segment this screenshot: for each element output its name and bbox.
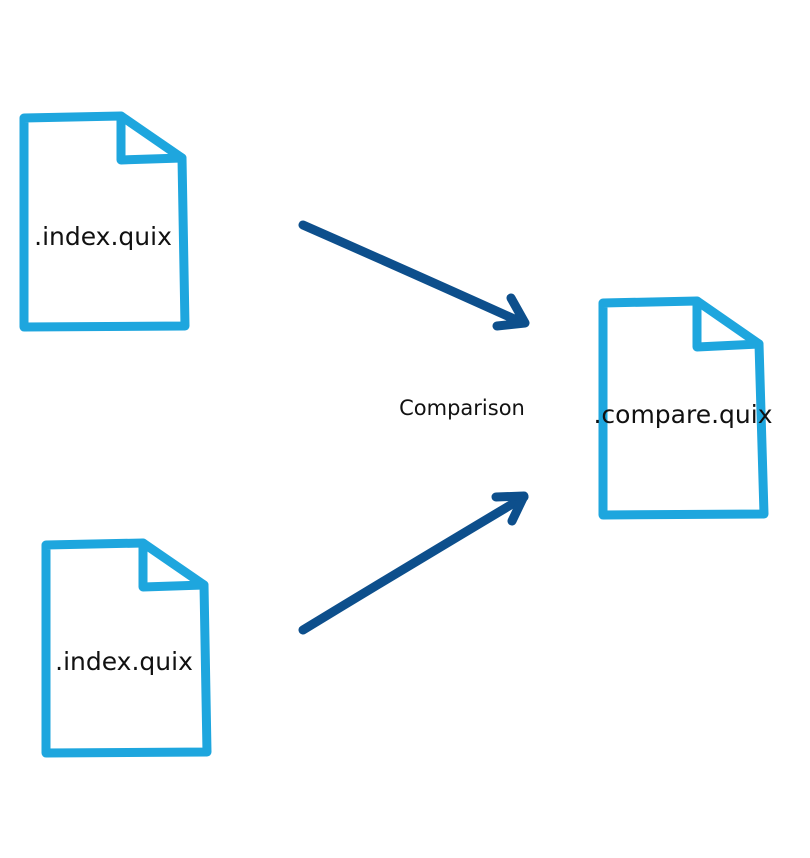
- file-fold-icon: [138, 538, 209, 592]
- arrow-shaft: [298, 492, 529, 635]
- file-node-output: .compare.quix: [593, 296, 773, 520]
- file-icon: [41, 538, 212, 758]
- operation-label: Comparison: [399, 396, 525, 420]
- arrow-shaft: [298, 220, 528, 328]
- file-label-output: .compare.quix: [593, 400, 772, 429]
- file-fold-icon: [692, 296, 764, 352]
- arrow-input-bottom-to-output: [298, 491, 529, 635]
- file-node-input-bottom: .index.quix: [41, 538, 212, 758]
- file-label-input-bottom: .index.quix: [55, 647, 193, 676]
- arrow-head-icon: [492, 293, 530, 331]
- file-node-input-top: .index.quix: [19, 111, 190, 332]
- file-fold-icon: [116, 111, 187, 165]
- arrow-head-icon: [491, 491, 529, 526]
- file-label-input-top: .index.quix: [34, 222, 172, 251]
- file-icon: [598, 296, 769, 520]
- file-icon: [19, 111, 190, 332]
- arrow-input-top-to-output: [298, 220, 530, 331]
